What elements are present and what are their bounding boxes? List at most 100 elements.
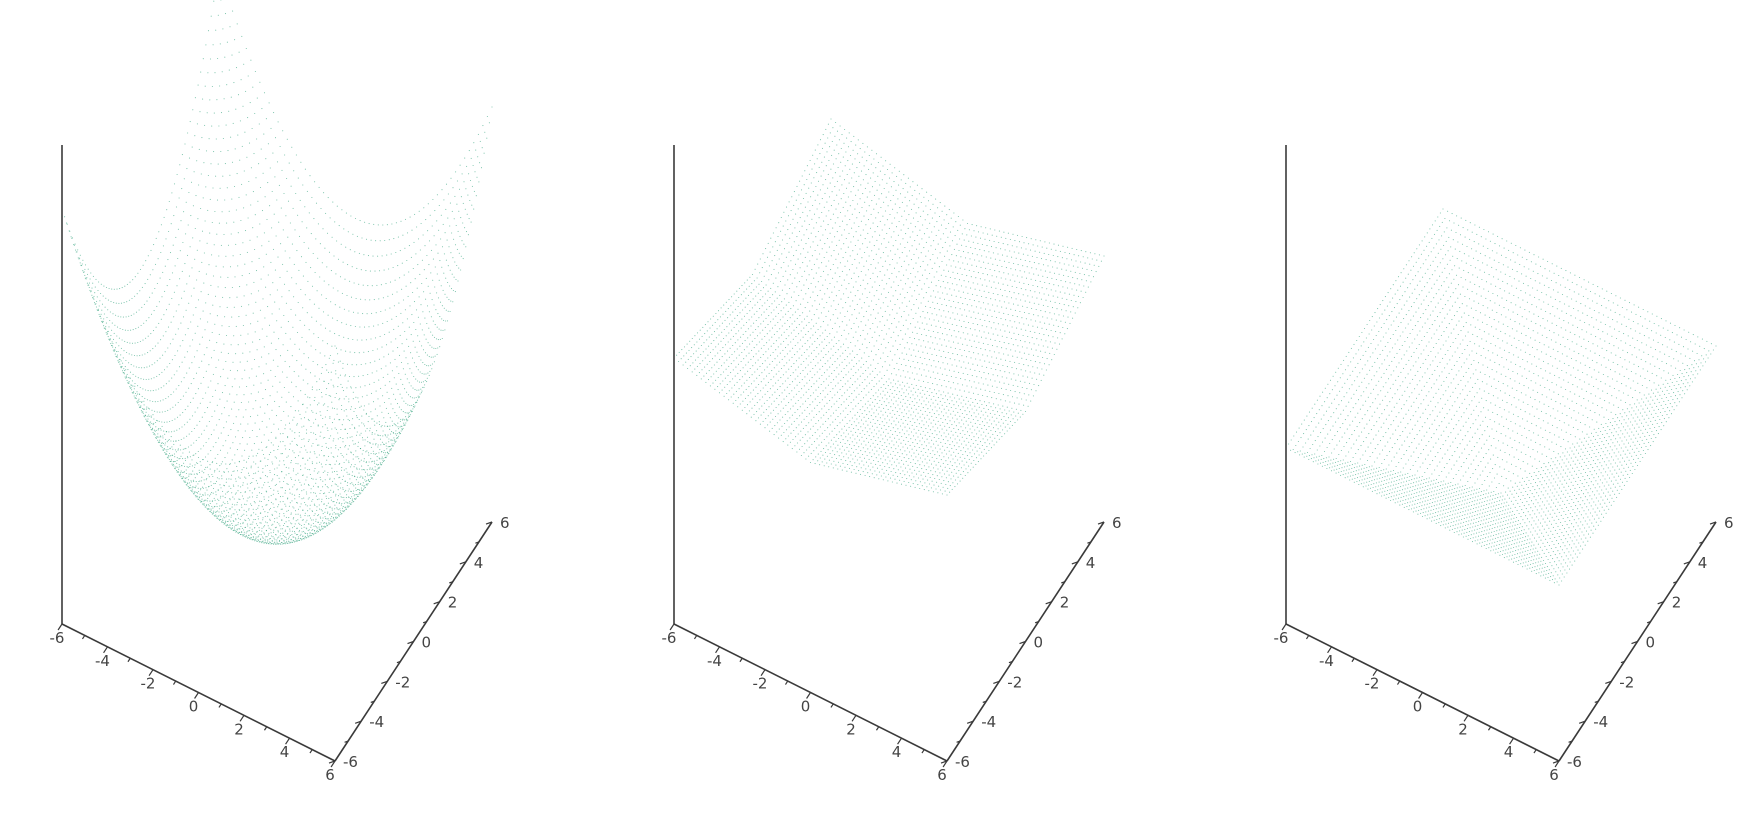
surface-point	[371, 461, 372, 462]
surface-point	[423, 291, 424, 292]
surface-point	[389, 332, 390, 333]
surface-point	[765, 394, 766, 395]
surface-point	[303, 531, 304, 532]
surface-point	[759, 408, 760, 409]
surface-point	[429, 356, 430, 357]
surface-point	[813, 326, 814, 327]
surface-point	[839, 139, 840, 140]
surface-point	[198, 488, 199, 489]
surface-point	[844, 266, 845, 267]
surface-point	[764, 403, 765, 404]
surface-point	[264, 92, 265, 93]
surface-point	[288, 538, 289, 539]
surface-point	[281, 420, 282, 421]
surface-point	[203, 283, 204, 284]
surface-point	[265, 389, 266, 390]
surface-point	[430, 293, 431, 294]
surface-point	[878, 198, 879, 199]
surface-point	[404, 275, 405, 276]
surface-point	[807, 316, 808, 317]
surface-point	[845, 215, 846, 216]
surface-point	[778, 404, 779, 405]
surface-point	[437, 273, 438, 274]
surface-point	[316, 457, 317, 458]
surface-point	[130, 388, 131, 389]
surface-point	[372, 468, 373, 469]
surface-point	[357, 397, 358, 398]
surface-point	[307, 535, 308, 536]
surface-point	[408, 394, 409, 395]
surface-point	[802, 370, 803, 371]
surface-point	[138, 377, 139, 378]
surface-point	[229, 498, 230, 499]
surface-point	[126, 376, 127, 377]
surface-point	[254, 359, 255, 360]
surface-point	[412, 388, 413, 389]
surface-point	[396, 425, 397, 426]
surface-point	[305, 394, 306, 395]
surface-point	[215, 30, 216, 31]
surface-point	[450, 311, 451, 312]
surface-point	[321, 501, 322, 502]
surface-point	[835, 122, 836, 123]
surface-point	[115, 347, 116, 348]
surface-point	[258, 471, 259, 472]
surface-point	[281, 520, 282, 521]
surface-point	[863, 266, 864, 267]
surface-point	[855, 295, 856, 296]
surface-point	[365, 476, 366, 477]
surface-point	[706, 373, 707, 374]
surface-point	[337, 456, 338, 457]
surface-point	[764, 336, 765, 337]
surface-point	[237, 173, 238, 174]
surface-point	[333, 385, 334, 386]
surface-point	[772, 260, 773, 261]
surface-point	[411, 411, 412, 412]
surface-point	[771, 346, 772, 347]
surface-point	[858, 176, 859, 177]
surface-point	[171, 431, 172, 432]
surface-point	[188, 479, 189, 480]
surface-point	[132, 392, 133, 393]
surface-point	[273, 360, 274, 361]
surface-point	[292, 486, 293, 487]
surface-point	[135, 276, 136, 277]
surface-point	[473, 209, 474, 210]
surface-point	[278, 338, 279, 339]
surface-point	[759, 272, 760, 273]
surface-point	[386, 445, 387, 446]
surface-point	[232, 162, 233, 163]
surface-point	[66, 223, 67, 224]
surface-point	[882, 216, 883, 217]
surface-point	[757, 277, 758, 278]
surface-point	[278, 544, 279, 545]
surface-point	[460, 269, 461, 270]
surface-point	[869, 255, 870, 256]
surface-point	[688, 350, 689, 351]
surface-point	[350, 498, 351, 499]
surface-point	[366, 461, 367, 462]
surface-point	[463, 203, 464, 204]
surface-point	[867, 247, 868, 248]
surface-point	[202, 231, 203, 232]
surface-point	[306, 477, 307, 478]
surface-point	[349, 474, 350, 475]
surface-point	[212, 187, 213, 188]
surface-point	[122, 329, 123, 330]
surface-point	[324, 437, 325, 438]
surface-point	[373, 453, 374, 454]
surface-point	[227, 378, 228, 379]
surface-point	[831, 339, 832, 340]
surface-point	[311, 345, 312, 346]
surface-point	[357, 431, 358, 432]
surface-point	[337, 414, 338, 415]
surface-point	[294, 452, 295, 453]
surface-point	[711, 376, 712, 377]
surface-point	[436, 220, 437, 221]
surface-point	[790, 341, 791, 342]
surface-point	[375, 444, 376, 445]
surface-point	[346, 396, 347, 397]
surface-point	[172, 449, 173, 450]
surface-point	[292, 355, 293, 356]
